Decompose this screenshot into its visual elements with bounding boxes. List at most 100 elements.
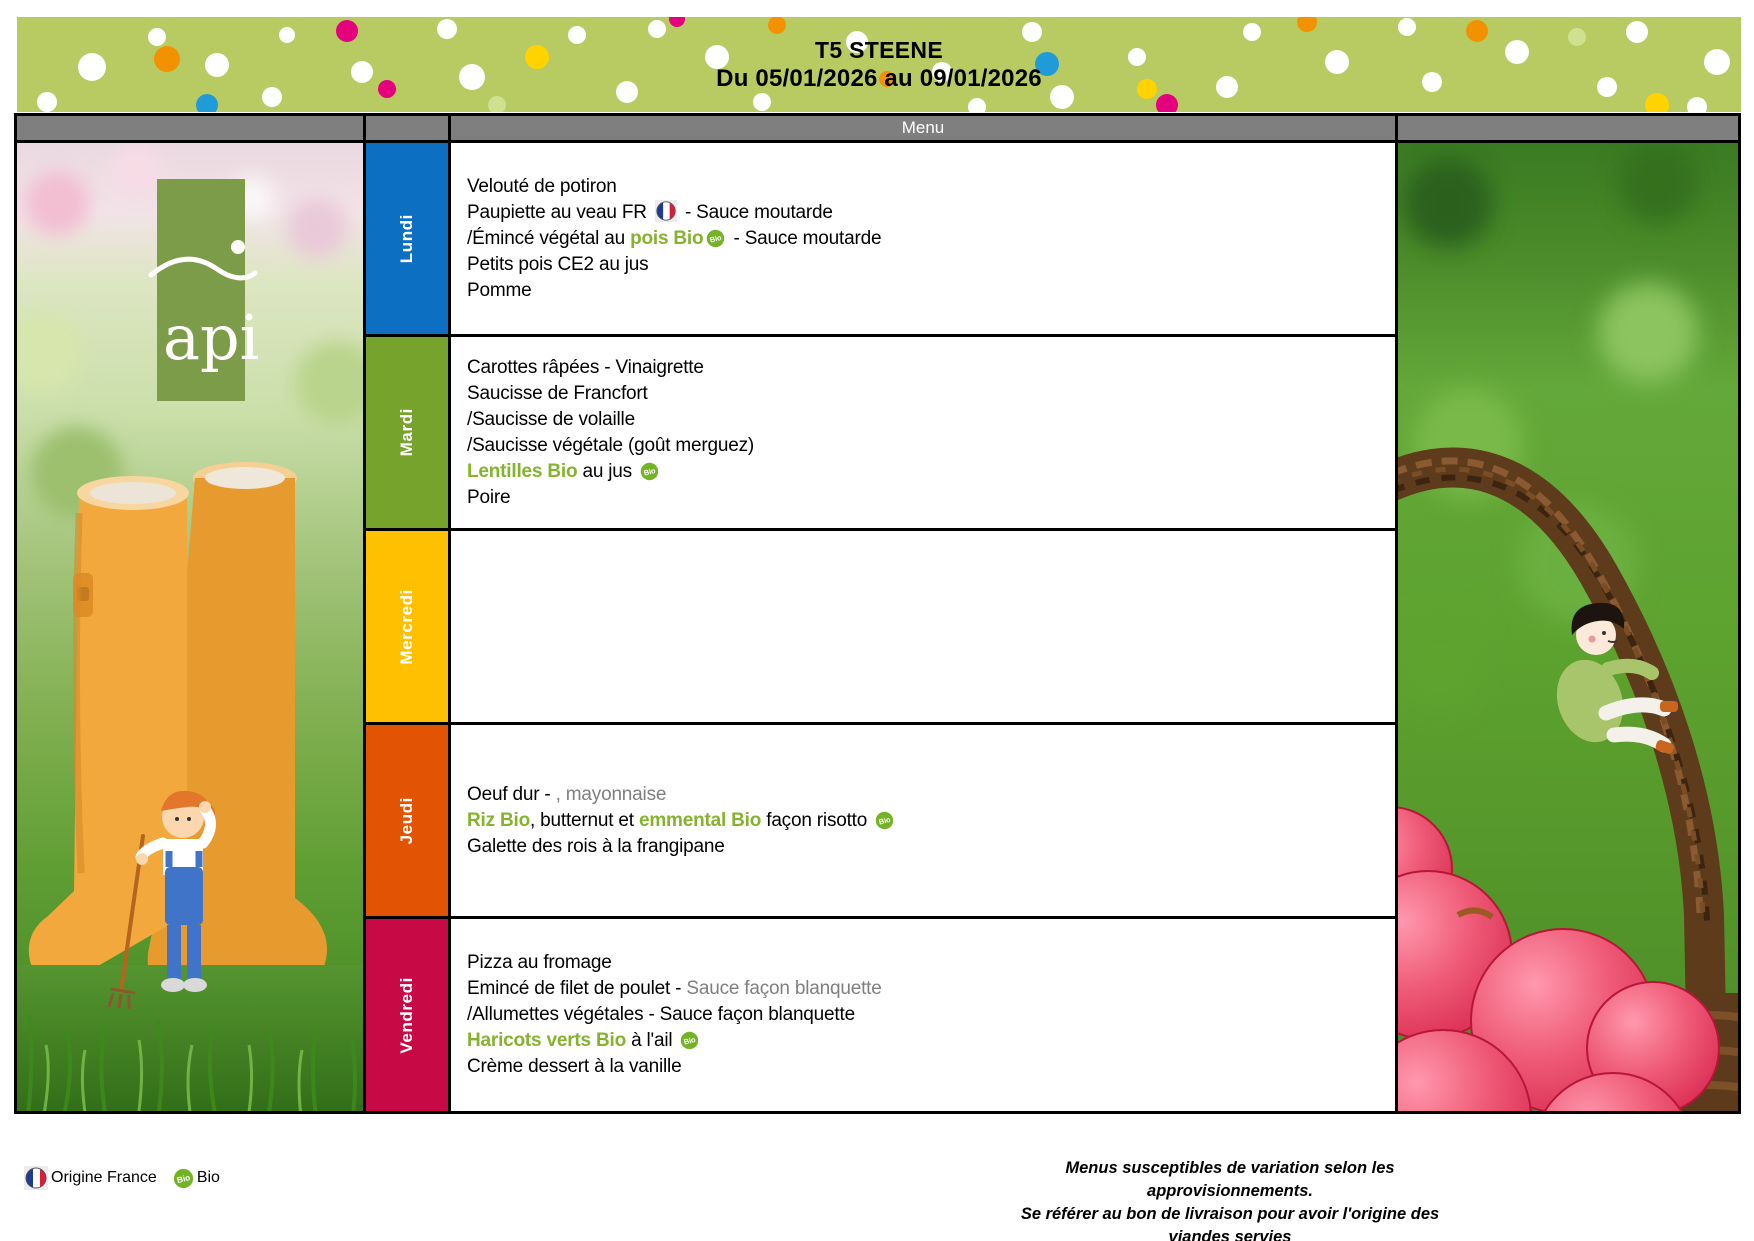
- menu-line: Crème dessert à la vanille: [467, 1054, 1379, 1080]
- menu-line: /Saucisse de volaille: [467, 407, 1379, 433]
- menu-text-segment: Riz Bio: [467, 809, 530, 831]
- menu-note: Menus susceptibles de variation selon le…: [1000, 1157, 1460, 1241]
- polka-dots-decoration: [37, 17, 1730, 112]
- menu-text-segment: Oeuf dur -: [467, 783, 556, 805]
- menu-text-segment: - Sauce moutarde: [728, 227, 882, 249]
- menu-line: Emincé de filet de poulet - Sauce façon …: [467, 976, 1379, 1002]
- menu-text-segment: Galette des rois à la frangipane: [467, 835, 725, 857]
- menu-text-segment: /Saucisse végétale (goût merguez): [467, 434, 755, 456]
- menu-text-segment: façon risotto: [761, 809, 873, 831]
- menu-text-segment: Haricots verts Bio: [467, 1030, 627, 1051]
- menu-line: Carottes râpées - Vinaigrette: [467, 355, 1379, 381]
- right-photo: [1398, 143, 1738, 1111]
- menu-line: Haricots verts Bio à l'ail Bio: [467, 1028, 1379, 1054]
- note-line-2: Se référer au bon de livraison pour avoi…: [1020, 1205, 1440, 1241]
- menu-line: Pomme: [467, 278, 1379, 304]
- day-label-text: Jeudi: [397, 796, 416, 845]
- day-label-jeudi: Jeudi: [366, 725, 448, 916]
- menu-text-segment: Poire: [467, 486, 511, 508]
- left-photo-illustration: api: [17, 143, 363, 1111]
- legend: Origine France Bio Bio: [24, 1166, 220, 1190]
- menu-line: Oeuf dur - , mayonnaise: [467, 782, 1379, 808]
- legend-origin-label: Origine France: [51, 1169, 157, 1186]
- menu-text-segment: Velouté de potiron: [467, 175, 617, 197]
- menu-text-segment: à l'ail: [626, 1030, 678, 1051]
- menu-text-segment: Crème dessert à la vanille: [467, 1056, 682, 1077]
- menu-text-segment: , mayonnaise: [555, 783, 667, 805]
- menu-text-segment: - Sauce moutarde: [679, 201, 833, 223]
- menu-text-segment: pois Bio: [630, 227, 704, 249]
- note-line-1: Menus susceptibles de variation selon le…: [1065, 1159, 1395, 1200]
- page-title: T5 STEENE: [815, 36, 943, 63]
- date-range: Du 05/01/2026 au 09/01/2026: [716, 64, 1042, 92]
- menu-text-segment: /Allumettes végétales - Sauce façon blan…: [467, 1004, 855, 1025]
- svg-text:Bio: Bio: [878, 814, 892, 826]
- right-photo-illustration: [1398, 143, 1738, 1111]
- menu-text-segment: Paupiette au veau FR: [467, 201, 652, 223]
- day-label-text: Vendredi: [397, 976, 416, 1054]
- svg-text:Bio: Bio: [683, 1035, 697, 1047]
- menu-line: /Émincé végétal au pois Bio Bio - Sauce m…: [467, 226, 1379, 252]
- menu-text-segment: Saucisse de Francfort: [467, 382, 648, 404]
- menu-table: Menu: [14, 113, 1741, 1114]
- day-menu-mercredi: [451, 531, 1395, 722]
- menu-text-segment: Emincé de filet de poulet -: [467, 978, 687, 999]
- climbing-boy-illustration: [1556, 602, 1678, 754]
- day-menu-vendredi: Pizza au fromage Emincé de filet de poule…: [451, 919, 1395, 1111]
- day-menu-jeudi: Oeuf dur - , mayonnaise Riz Bio, butternu…: [451, 725, 1395, 916]
- menu-line: Petits pois CE2 au jus: [467, 252, 1379, 278]
- menu-line: Pizza au fromage: [467, 950, 1379, 976]
- menu-line: Riz Bio, butternut et emmental Bio façon…: [467, 808, 1379, 834]
- svg-text:Bio: Bio: [176, 1172, 191, 1185]
- bio-icon: Bio: [876, 811, 894, 829]
- bio-icon: Bio: [173, 1168, 193, 1188]
- apples-illustration: [1398, 806, 1720, 1111]
- menu-line: /Allumettes végétales - Sauce façon blan…: [467, 1002, 1379, 1028]
- day-label-mardi: Mardi: [366, 337, 448, 528]
- menu-text-segment: /Émincé végétal au: [467, 227, 631, 249]
- svg-text:api: api: [163, 301, 259, 374]
- menu-line: Galette des rois à la frangipane: [467, 834, 1379, 860]
- menu-header-label: Menu: [901, 118, 945, 137]
- day-menu-lundi: Velouté de potiron Paupiette au veau FR -…: [451, 143, 1395, 334]
- api-logo: api: [148, 179, 259, 401]
- france-flag-icon: [654, 199, 677, 222]
- menu-text-segment: Sauce façon blanquette: [686, 978, 882, 999]
- menu-text-segment: au jus: [577, 460, 638, 482]
- day-menu-mardi: Carottes râpées - Vinaigrette Saucisse de…: [451, 337, 1395, 528]
- menu-text-segment: emmental Bio: [638, 809, 762, 831]
- menu-text-segment: Petits pois CE2 au jus: [467, 253, 649, 275]
- legend-bio-label: Bio: [196, 1169, 220, 1186]
- france-flag-icon: [24, 1166, 48, 1190]
- menu-text-segment: Pomme: [467, 279, 532, 301]
- svg-text:Bio: Bio: [709, 232, 723, 244]
- menu-line: Poire: [467, 485, 1379, 511]
- bio-icon: Bio: [707, 229, 725, 247]
- menu-line: Velouté de potiron: [467, 174, 1379, 200]
- menu-line: Saucisse de Francfort: [467, 381, 1379, 407]
- header-cell-left: [17, 116, 363, 140]
- day-label-text: Mercredi: [397, 588, 416, 665]
- menu-line: Lentilles Bio au jus Bio: [467, 459, 1379, 485]
- menu-text-segment: /Saucisse de volaille: [467, 408, 635, 430]
- basket-handle-illustration: [1398, 447, 1728, 1111]
- banner: T5 STEENE Du 05/01/2026 au 09/01/2026: [17, 17, 1741, 112]
- day-label-text: Mardi: [397, 408, 416, 457]
- day-label-text: Lundi: [397, 213, 416, 264]
- day-label-vendredi: Vendredi: [366, 919, 448, 1111]
- menu-text-segment: , butternut et: [530, 809, 639, 831]
- day-label-mercredi: Mercredi: [366, 531, 448, 722]
- menu-text-segment: Pizza au fromage: [467, 952, 612, 973]
- menu-text-segment: Carottes râpées - Vinaigrette: [467, 356, 704, 378]
- left-photo: api: [17, 143, 363, 1111]
- header-cell-menu: Menu: [451, 116, 1395, 140]
- menu-line: Paupiette au veau FR - Sauce moutarde: [467, 199, 1379, 226]
- day-label-lundi: Lundi: [366, 143, 448, 334]
- menu-text-segment: Lentilles Bio: [467, 460, 578, 482]
- header-cell-days: [366, 116, 448, 140]
- menu-line: /Saucisse végétale (goût merguez): [467, 433, 1379, 459]
- gardener-kid-illustration: [107, 790, 216, 1009]
- svg-text:Bio: Bio: [643, 465, 657, 477]
- header-cell-right: [1398, 116, 1738, 140]
